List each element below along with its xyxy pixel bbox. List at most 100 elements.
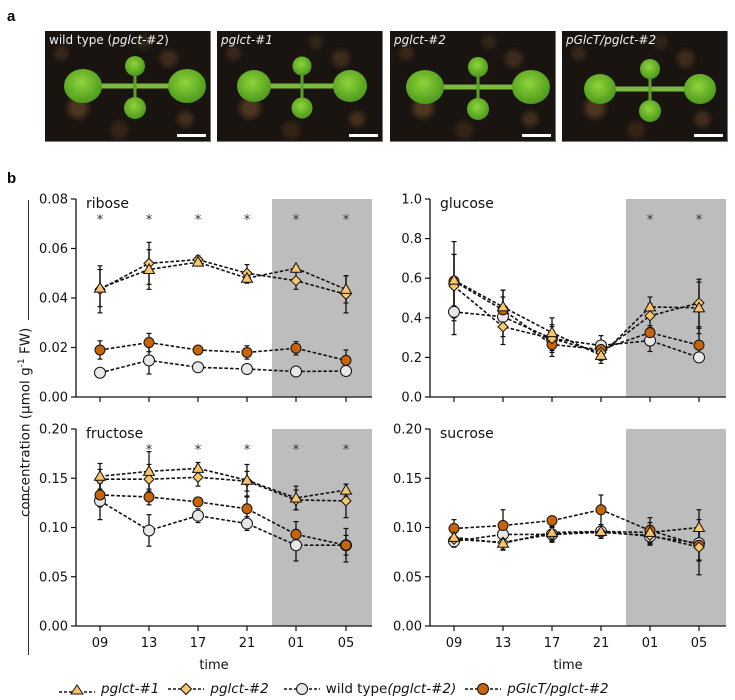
data-point [339, 282, 353, 294]
data-point [93, 469, 107, 481]
data-point [94, 489, 106, 501]
x-tick-label: 21 [593, 636, 610, 651]
series-line [99, 494, 347, 547]
significance-marker: * [195, 213, 202, 228]
data-point [693, 351, 705, 364]
y-label-bracket-top [28, 200, 29, 320]
chart-title: ribose [86, 196, 129, 212]
data-point [644, 310, 656, 322]
significance-marker: * [647, 213, 654, 228]
data-point [290, 365, 302, 378]
data-point [94, 366, 106, 379]
data-point [644, 327, 656, 339]
data-point [594, 348, 608, 360]
x-axis-label: time [553, 658, 582, 673]
data-point [143, 491, 155, 503]
legend-label: pGlcT/pglct-#2 [507, 681, 609, 697]
filled-circle-marker-icon [465, 683, 502, 695]
series-line [99, 258, 347, 296]
y-tick-label: 0.10 [39, 521, 68, 536]
series-line [99, 500, 346, 547]
panel-b-label: b [7, 170, 17, 187]
legend-label: pglct-#2 [210, 681, 269, 697]
data-point [290, 274, 302, 287]
photo-caption: wild type (pglct-#2) [49, 33, 169, 47]
significance-marker: * [696, 213, 703, 228]
y-tick-label: 0.0 [401, 391, 422, 406]
data-point [192, 344, 204, 356]
x-tick-label: 05 [338, 636, 355, 651]
y-tick-label: 0.00 [393, 620, 422, 635]
data-point [143, 354, 155, 367]
seedling-illustration [406, 57, 550, 120]
legend: pglct-#1 pglct-#2 wild type (pglct-#2) p… [58, 679, 617, 699]
y-tick-label: 0.06 [39, 242, 68, 257]
y-tick-label: 0.10 [393, 521, 422, 536]
x-tick-label: 17 [190, 636, 207, 651]
data-point [290, 528, 302, 540]
data-point [240, 271, 254, 283]
data-point [496, 300, 510, 312]
chart-glucose: 1.0 0.8 0.6 0.4 0.2 0.0 glucose * * [401, 193, 726, 406]
y-tick-label: 0.4 [401, 311, 422, 326]
markers-pglct1 [93, 461, 353, 503]
chart-fructose: 0.20 0.15 0.10 0.05 0.00 09 13 17 21 01 05 time fruc… [39, 423, 372, 673]
series-line [99, 341, 347, 362]
data-point [692, 301, 706, 313]
data-point [447, 273, 461, 285]
data-point [240, 473, 254, 485]
markers-wt [94, 354, 352, 379]
panel-a-label: a [7, 8, 16, 25]
legend-label: pglct-#1 [101, 681, 160, 697]
data-point [693, 541, 705, 553]
scale-bar [522, 134, 551, 137]
photo-pglct-2: pglct-#2 [390, 31, 556, 142]
diamond-marker-icon [168, 682, 205, 696]
data-point [595, 504, 607, 516]
series-line [99, 261, 347, 291]
data-point [340, 354, 352, 366]
photo-pglct-1: pglct-#1 [217, 31, 383, 142]
data-point [545, 326, 559, 338]
y-tick-label: 0.08 [39, 193, 68, 208]
data-point [339, 483, 353, 495]
data-point [643, 300, 657, 312]
data-point [142, 263, 156, 275]
seedling-illustration [64, 56, 206, 119]
data-point [241, 517, 253, 530]
significance-marker: * [244, 443, 251, 458]
markers-comp [94, 489, 352, 551]
data-point [143, 524, 155, 537]
series-line [453, 279, 700, 357]
triangle-marker-icon [59, 684, 95, 695]
x-tick-label: 09 [446, 636, 463, 651]
x-tick-label: 17 [544, 636, 561, 651]
chart-title: fructose [86, 426, 143, 442]
data-point [241, 503, 253, 515]
legend-item-complemented: pGlcT/pglct-#2 [464, 681, 609, 697]
data-point [497, 321, 509, 333]
data-point [545, 525, 559, 537]
markers-comp [94, 337, 352, 366]
legend-item-pglct-2: pglct-#2 [167, 681, 269, 697]
x-tick-label: 13 [141, 636, 158, 651]
open-circle-marker-icon [283, 683, 320, 695]
y-tick-label: 0.05 [393, 570, 422, 585]
data-point [594, 524, 608, 536]
data-point [142, 464, 156, 476]
night-shading [626, 199, 726, 397]
data-point [447, 530, 461, 542]
data-point [93, 281, 107, 293]
data-point [290, 342, 302, 354]
significance-marker: * [293, 443, 300, 458]
scale-bar [694, 134, 723, 137]
series-line [453, 280, 700, 351]
data-point [692, 521, 706, 532]
photo-wild-type: wild type (pglct-#2) [45, 31, 211, 142]
photo-pglct-complemented: pGlcT/pglct-#2 [562, 31, 728, 142]
data-point [192, 496, 204, 508]
y-tick-label: 0.20 [39, 423, 68, 438]
significance-marker: * [97, 213, 104, 228]
